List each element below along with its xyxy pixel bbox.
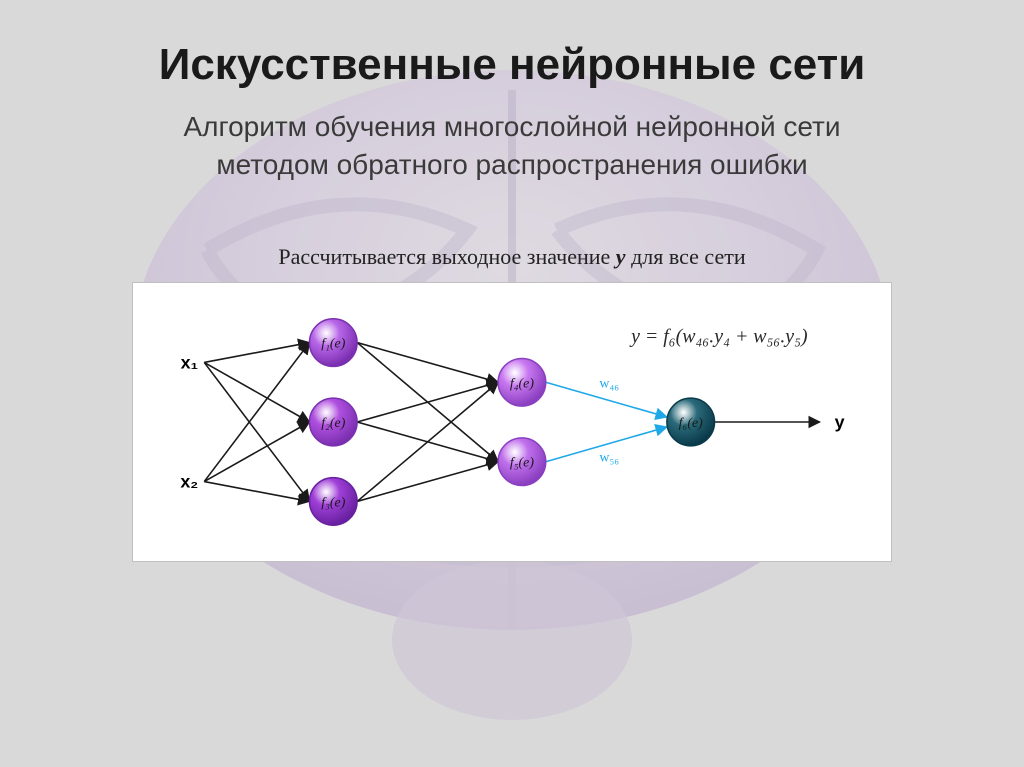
- caption-prefix: Рассчитывается выходное значение: [278, 244, 615, 269]
- svg-text:f₄(e): f₄(e): [510, 376, 534, 391]
- caption-suffix: для все сети: [626, 244, 746, 269]
- subtitle-line1: Алгоритм обучения многослойной нейронной…: [0, 108, 1024, 146]
- svg-text:x₁: x₁: [181, 352, 198, 372]
- svg-text:w₅₆: w₅₆: [599, 450, 619, 465]
- subtitle-line2: методом обратного распространения ошибки: [0, 146, 1024, 184]
- svg-text:x₂: x₂: [180, 471, 198, 491]
- network-diagram: w₄₆ w₅₆ f₁(e) f₂(e) f₃(e) f₄(e) f₅(e) f₆(e) x₁ x₂…: [132, 282, 892, 562]
- svg-text:y = f₆(w₄₆.y₄ + w₅₆.y₅): y = f₆(w₄₆.y₄ + w₅₆.y₅): [629, 325, 807, 347]
- caption-y: y: [616, 244, 626, 269]
- slide-subtitle: Алгоритм обучения многослойной нейронной…: [0, 108, 1024, 184]
- svg-text:f₂(e): f₂(e): [321, 416, 345, 431]
- slide-content: Искусственные нейронные сети Алгоритм об…: [0, 0, 1024, 562]
- svg-text:w₄₆: w₄₆: [599, 376, 619, 391]
- svg-text:f₁(e): f₁(e): [321, 336, 345, 351]
- svg-text:f₃(e): f₃(e): [321, 495, 345, 510]
- slide-title: Искусственные нейронные сети: [0, 40, 1024, 90]
- figure-caption: Рассчитывается выходное значение y для в…: [0, 244, 1024, 270]
- network-svg: w₄₆ w₅₆ f₁(e) f₂(e) f₃(e) f₄(e) f₅(e) f₆(e) x₁ x₂…: [133, 283, 891, 561]
- svg-text:f₆(e): f₆(e): [679, 416, 703, 431]
- svg-text:f₅(e): f₅(e): [510, 455, 534, 470]
- svg-text:y: y: [835, 412, 845, 432]
